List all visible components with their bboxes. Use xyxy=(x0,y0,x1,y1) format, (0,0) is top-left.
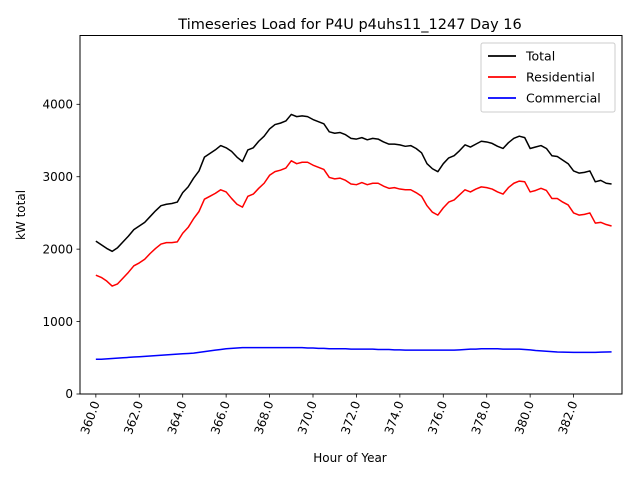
y-tick-label: 3000 xyxy=(42,170,73,184)
legend: Total Residential Commercial xyxy=(480,42,616,113)
y-tick-label: 1000 xyxy=(42,315,73,329)
y-axis: 0 1000 2000 3000 4000 xyxy=(42,98,80,401)
y-axis-label: kW total xyxy=(14,190,28,240)
x-axis-label: Hour of Year xyxy=(313,451,387,465)
y-tick-label: 4000 xyxy=(42,98,73,112)
legend-label-commercial: Commercial xyxy=(526,91,601,106)
plot-area-frame xyxy=(79,35,623,395)
legend-label-residential: Residential xyxy=(526,70,595,85)
series-layer xyxy=(95,113,612,360)
y-tick-label: 0 xyxy=(65,387,73,401)
chart-title: Timeseries Load for P4U p4uhs11_1247 Day… xyxy=(177,17,521,33)
y-tick-label: 2000 xyxy=(42,242,73,256)
series-line-residential xyxy=(95,160,612,287)
series-line-commercial xyxy=(95,346,612,360)
legend-label-total: Total xyxy=(525,49,555,64)
series-line-total xyxy=(95,113,612,253)
legend-box xyxy=(480,42,616,113)
